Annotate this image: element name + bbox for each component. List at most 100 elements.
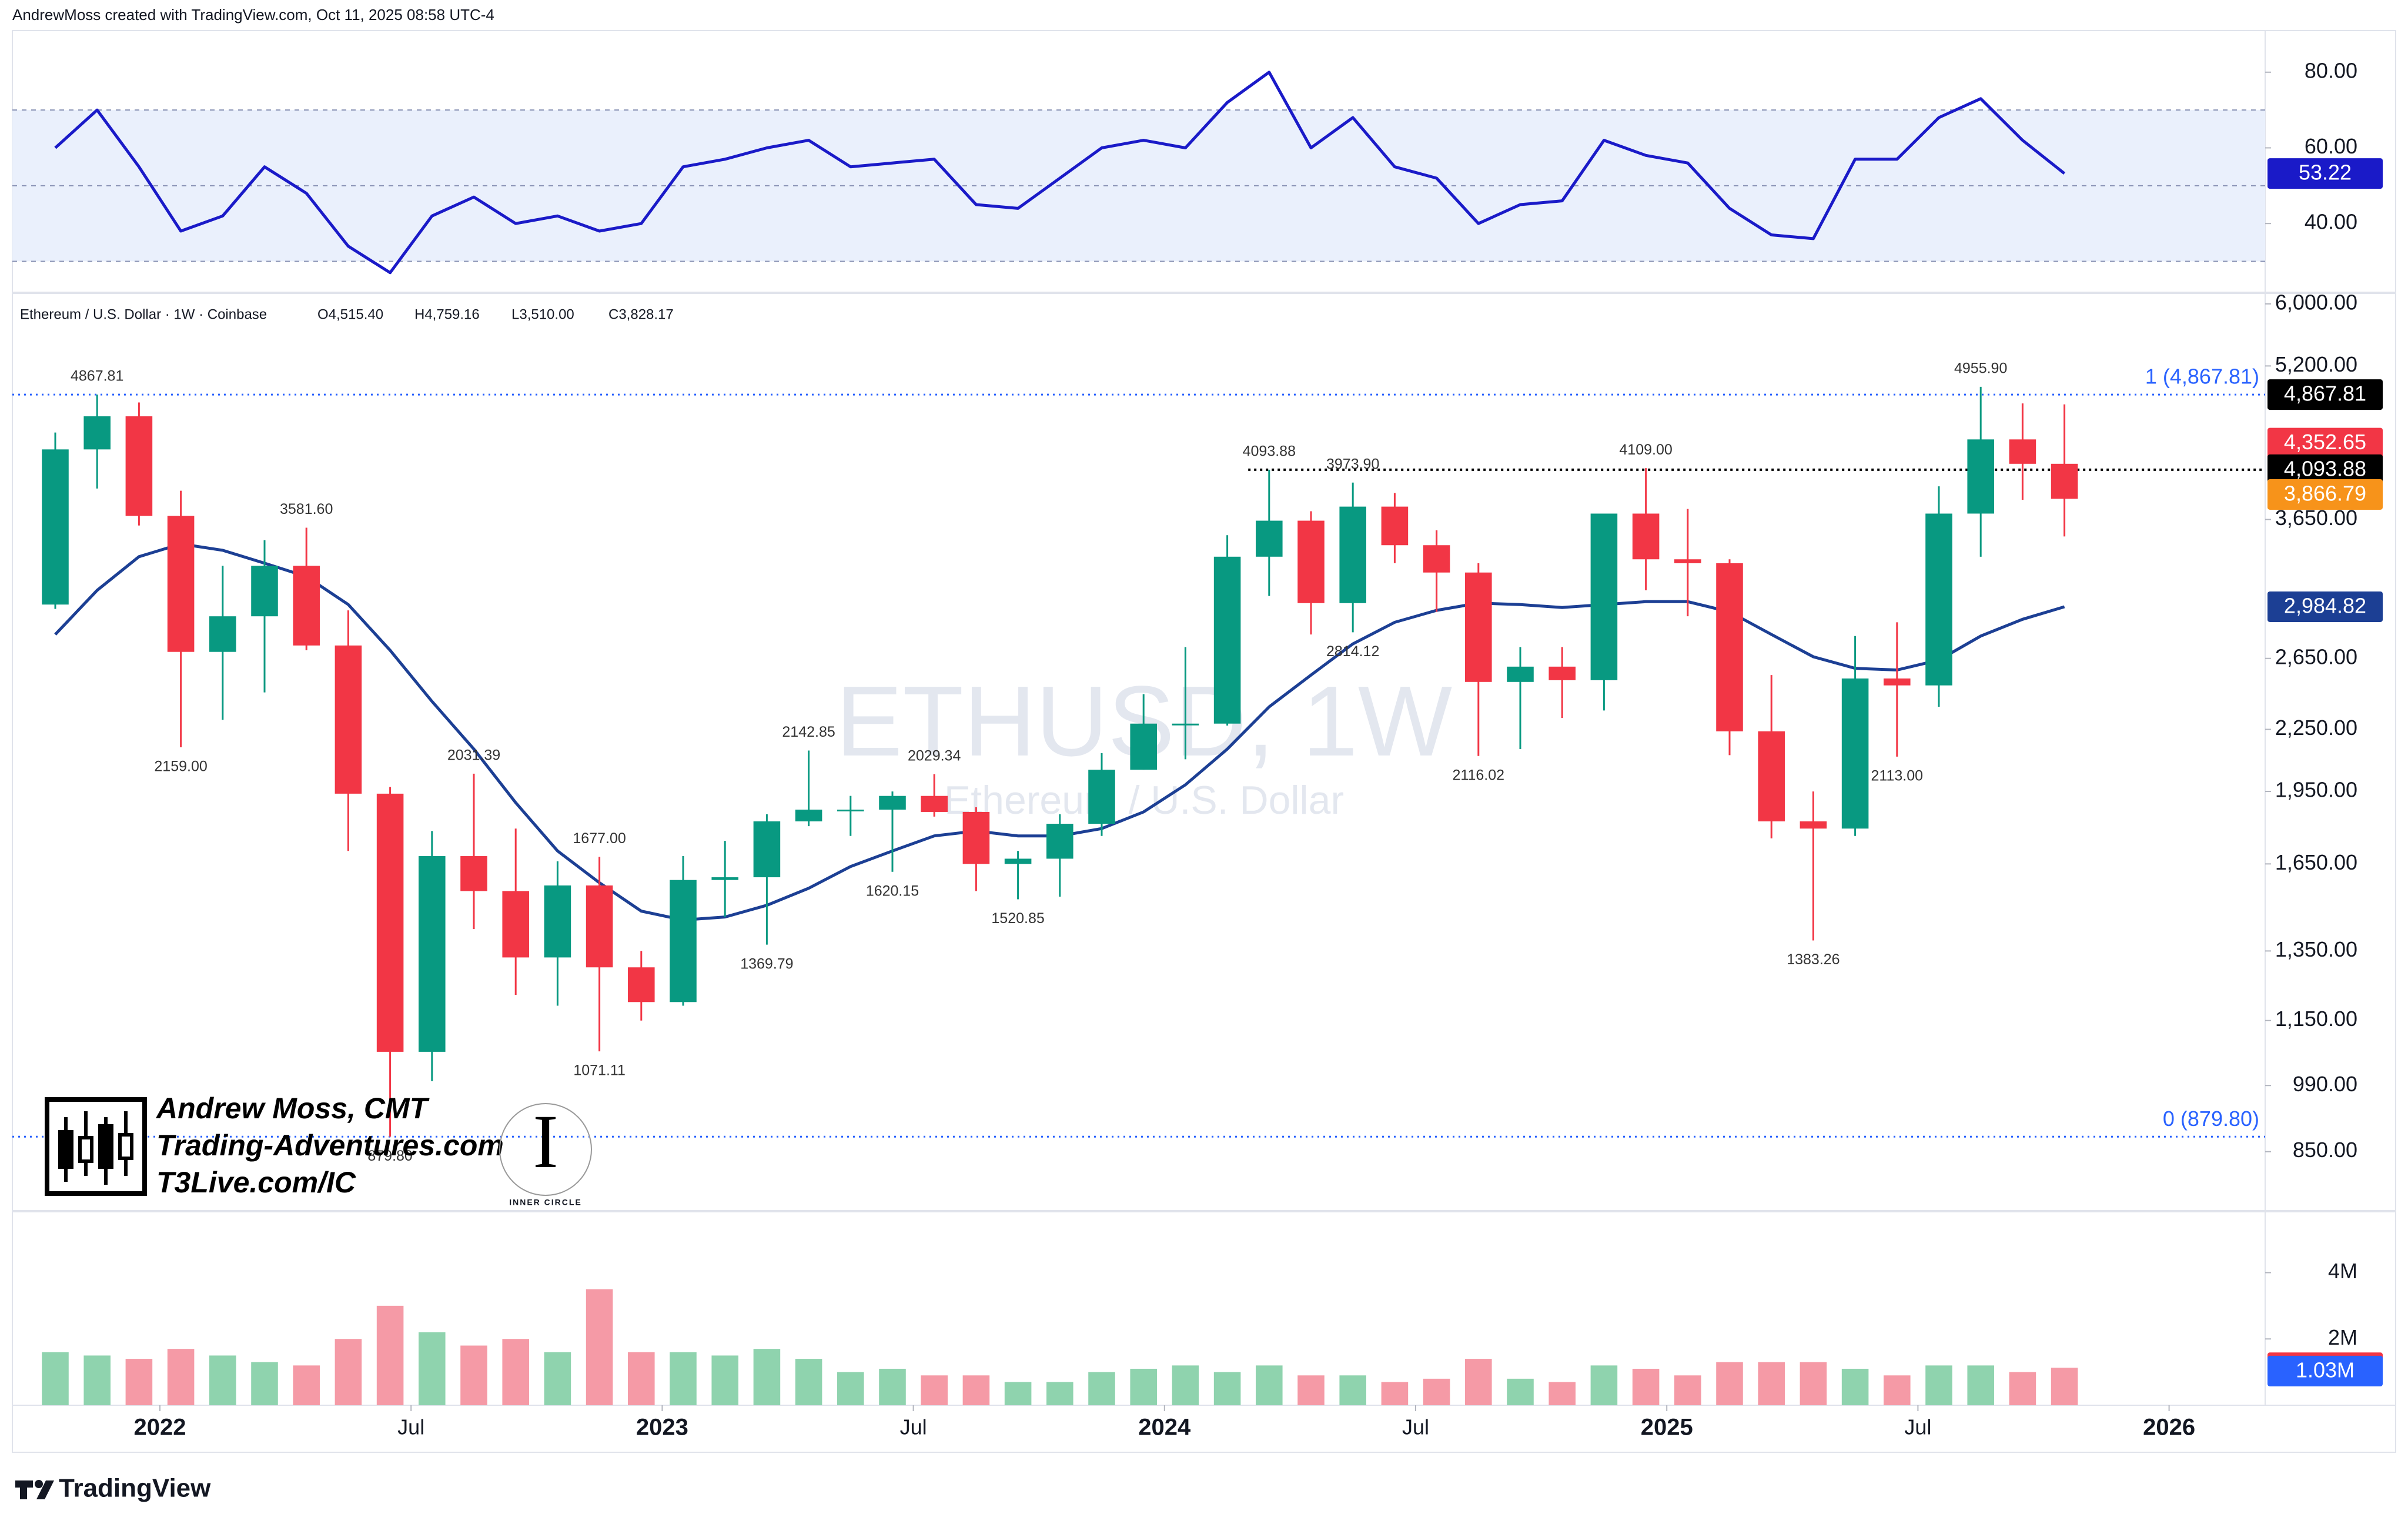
candle-body [1590, 513, 1618, 680]
y-tick-label: 1,350.00 [2275, 937, 2357, 961]
volume-bar [1674, 1375, 1701, 1405]
volume-bar [1884, 1375, 1911, 1405]
candle-body [293, 566, 320, 646]
price-marker [2267, 479, 2383, 510]
legend-ohlc: O4,515.40 [317, 306, 383, 322]
volume-bar [962, 1375, 990, 1405]
price-label: 1383.26 [1787, 951, 1840, 968]
candle-body [167, 516, 195, 652]
volume-bar [1465, 1359, 1492, 1405]
volume-bar [1130, 1368, 1157, 1405]
price-marker-label: 2,984.82 [2284, 593, 2366, 617]
candle-body [376, 793, 404, 1052]
price-label: 2159.00 [154, 758, 207, 775]
rsi-band [12, 110, 2265, 262]
badge-text: INNER CIRCLE [509, 1198, 582, 1207]
footer-icon [36, 1480, 54, 1499]
y-tick-label: 2,250.00 [2275, 716, 2357, 740]
frame [12, 30, 2396, 1453]
volume-bar [753, 1349, 781, 1405]
volume-bar [1046, 1382, 1073, 1405]
candle-body [1549, 666, 1576, 680]
watermark-name: Ethereum / U.S. Dollar [944, 778, 1344, 823]
x-tick-label: 2024 [1138, 1415, 1191, 1441]
y-tick-label: 2M [2328, 1325, 2357, 1349]
y-tick-label: 5,200.00 [2275, 352, 2357, 376]
volume-bar [586, 1289, 613, 1405]
y-tick-label: 850.00 [2293, 1138, 2357, 1162]
x-tick-label: 2025 [1641, 1415, 1693, 1441]
price-label: 4955.90 [1954, 360, 2007, 376]
y-tick-label: 990.00 [2293, 1072, 2357, 1096]
price-label: 3581.60 [280, 501, 333, 517]
candle-body [1339, 506, 1366, 603]
panes: 80.0060.0040.0053.226,000.005,200.003,65… [12, 58, 2383, 1441]
price-marker-label: 4,352.65 [2284, 430, 2366, 454]
candle-body [711, 877, 738, 880]
brand-line: Trading-Adventures.com [156, 1129, 504, 1162]
volume-bar [1172, 1365, 1199, 1405]
candle-body [921, 796, 948, 812]
volume-bar [795, 1359, 822, 1405]
price-marker-label: 53.22 [2299, 161, 2352, 185]
candle-body [1046, 824, 1073, 859]
price-marker-label: 4,867.81 [2284, 382, 2366, 406]
candle-body [42, 449, 69, 605]
volume-bar [921, 1375, 948, 1405]
volume-bar [1339, 1375, 1366, 1405]
candle-body [1841, 678, 1869, 829]
volume-bar [879, 1368, 906, 1405]
volume-bar [2051, 1368, 2078, 1405]
price-marker [2267, 158, 2383, 189]
price-marker-label: 4,093.88 [2284, 456, 2366, 480]
rsi-line [54, 71, 2066, 275]
price-label: 2029.34 [908, 747, 961, 764]
volume-bar [670, 1352, 697, 1405]
candle-body [544, 885, 571, 958]
y-tick-label: 60.00 [2305, 134, 2357, 158]
volume-bar [335, 1339, 362, 1405]
volume-bar [1297, 1375, 1325, 1405]
candle-body [879, 796, 906, 810]
price-label: 4867.81 [71, 368, 123, 385]
footer-icon [20, 1488, 27, 1499]
y-tick-label: 1,150.00 [2275, 1007, 2357, 1031]
volume-bar [293, 1365, 320, 1405]
candle-body [83, 416, 111, 450]
volume-bar [1925, 1365, 1952, 1405]
candle-body [837, 809, 864, 811]
volume-bar [1004, 1382, 1032, 1405]
legend: Ethereum / U.S. Dollar · 1W · Coinbase O… [20, 306, 674, 322]
volume-bar [544, 1352, 571, 1405]
y-tick-label: 6,000.00 [2275, 290, 2357, 314]
candle-body [125, 416, 153, 516]
volume-bar [837, 1372, 864, 1405]
volume-bar [1967, 1365, 1994, 1405]
price-label: 1620.15 [866, 883, 919, 899]
x-tick-label: 2022 [134, 1415, 186, 1441]
candle-body [1297, 520, 1325, 603]
price-label: 2814.12 [1326, 643, 1379, 660]
price-label: 1071.11 [573, 1062, 626, 1079]
branding: Andrew Moss, CMT Trading-Adventures.com … [45, 1092, 592, 1207]
price-marker [2267, 427, 2383, 459]
volume-bar [209, 1355, 236, 1405]
candle-body [1967, 439, 1994, 514]
header: AndrewMoss created with TradingView.com,… [12, 6, 494, 24]
y-tick-label: 1,650.00 [2275, 850, 2357, 874]
volume-bar [1716, 1362, 1743, 1405]
volume-bar [1423, 1378, 1450, 1405]
footer-logo: TradingView [59, 1474, 211, 1503]
volume-bar [711, 1355, 738, 1405]
price-marker [2267, 379, 2383, 410]
candle-body [962, 811, 990, 864]
footer-icon [35, 1480, 43, 1488]
fib-label: 1 (4,867.81) [2145, 365, 2259, 389]
candle-body [1465, 572, 1492, 682]
volume-bar [628, 1352, 655, 1405]
volume-bar [125, 1359, 153, 1405]
legend-symbol: Ethereum / U.S. Dollar · 1W · Coinbase [20, 306, 267, 322]
volume-bar [502, 1339, 529, 1405]
